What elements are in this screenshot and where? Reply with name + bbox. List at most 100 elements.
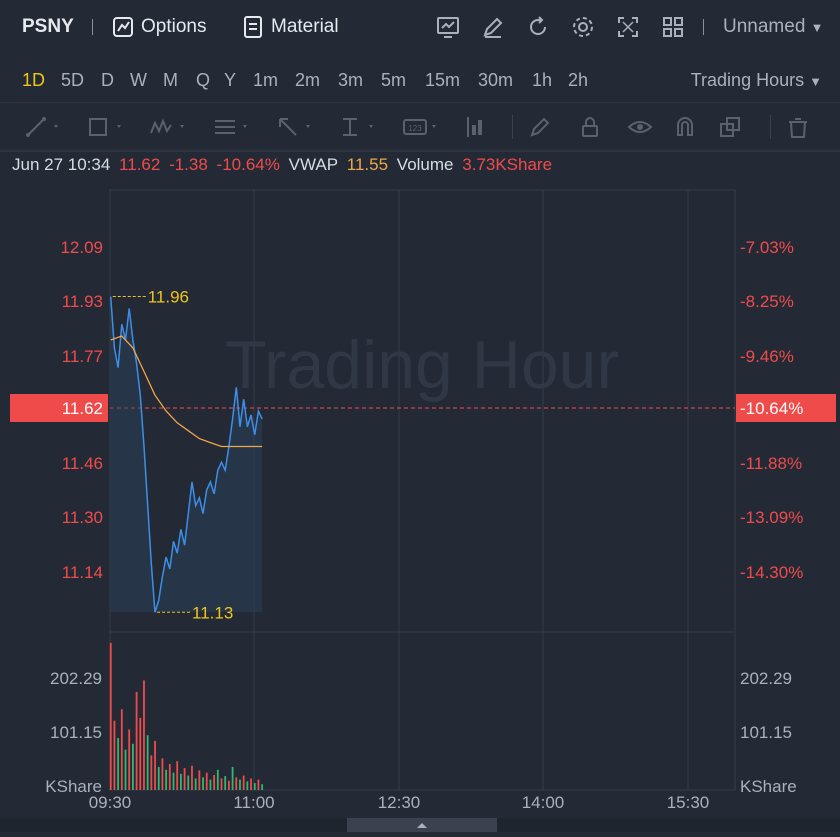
volume-bar (165, 769, 168, 790)
volume-bar (109, 642, 112, 790)
volume-axis-label-right: KShare (740, 777, 797, 796)
high-label: 11.96 (148, 288, 189, 307)
current-pct-tag-label: -10.64% (740, 399, 803, 418)
chart-frame (109, 189, 736, 791)
price-axis-label: 11.46 (62, 454, 103, 473)
volume-bar (120, 709, 123, 790)
layout-grid-icon[interactable] (660, 14, 686, 40)
volume-bar (146, 735, 149, 790)
options-button[interactable]: Options (141, 16, 207, 37)
quote-info: Jun 27 10:34 11.62 -1.38 -10.64% VWAP 11… (12, 155, 556, 175)
interval-y[interactable]: Y (224, 70, 237, 90)
interval-d[interactable]: D (101, 70, 114, 90)
interval-5m[interactable]: 5m (381, 70, 407, 90)
trend-line-icon[interactable] (22, 113, 62, 141)
volume-bar (227, 780, 230, 790)
volume-axis-label-right: 101.15 (740, 723, 792, 742)
volume-bar (187, 775, 190, 790)
divider (770, 115, 771, 139)
trash-icon[interactable] (784, 113, 824, 141)
scroll-handle[interactable] (347, 818, 497, 832)
volume-bar (157, 766, 160, 790)
indicator-chart-icon[interactable] (435, 14, 461, 40)
volume-bar (194, 778, 197, 790)
volume-bar (261, 784, 264, 790)
settings-gear-icon[interactable] (570, 14, 596, 40)
volume-axis-label-right: 202.29 (740, 669, 792, 688)
interval-2h[interactable]: 2h (568, 70, 589, 90)
time-axis-label: 14:00 (522, 793, 565, 812)
volume-bar (220, 778, 223, 790)
eye-icon[interactable] (626, 113, 666, 141)
volume-bar (231, 766, 234, 790)
symbol-label[interactable]: PSNY (22, 16, 74, 37)
volume-bar (113, 720, 116, 790)
volume-axis-label: KShare (45, 777, 102, 796)
layers-icon[interactable] (716, 113, 756, 141)
volume-bar (117, 738, 120, 790)
fib-icon[interactable] (211, 113, 251, 141)
interval-15m[interactable]: 15m (425, 70, 461, 90)
volume-bar (139, 717, 142, 790)
interval-w[interactable]: W (130, 70, 147, 90)
pct-axis-label: -13.09% (740, 508, 803, 527)
interval-1d[interactable]: 1D (22, 70, 46, 90)
volume-bar (128, 729, 131, 790)
magnet-icon[interactable] (671, 113, 711, 141)
measure-icon[interactable] (337, 113, 377, 141)
rectangle-icon[interactable] (85, 113, 125, 141)
volume-bar (257, 779, 260, 790)
volume-bar (143, 680, 145, 790)
options-icon[interactable] (110, 14, 136, 40)
wave-icon[interactable] (148, 113, 188, 141)
fullscreen-icon[interactable] (615, 14, 641, 40)
time-axis-label: 09:30 (89, 793, 132, 812)
volume-bar (161, 758, 164, 790)
volume-bar (250, 778, 252, 790)
indicator-icon[interactable] (463, 113, 503, 141)
volume-bar (253, 783, 256, 790)
price-range-icon[interactable]: 123 (400, 113, 440, 141)
low-label: 11.13 (192, 603, 233, 622)
pct-axis-label: -11.88% (740, 454, 802, 473)
refresh-icon[interactable] (525, 14, 551, 40)
time-axis-label: 12:30 (378, 793, 421, 812)
volume-bar (246, 781, 249, 790)
edit-icon[interactable] (480, 14, 506, 40)
caret-down-icon: ▼ (809, 74, 822, 89)
volume-bar (183, 768, 186, 790)
pencil-icon[interactable] (526, 113, 566, 141)
volume-bar (213, 775, 216, 790)
current-price-tag-label: 11.62 (62, 399, 103, 418)
current-pct-tag (736, 394, 836, 422)
interval-5d[interactable]: 5D (61, 70, 85, 90)
layout-name-dropdown[interactable]: Unnamed ▼ (723, 0, 824, 54)
price-axis-label: 12.09 (60, 238, 103, 257)
divider (92, 19, 93, 35)
material-button[interactable]: Material (271, 16, 339, 37)
arrow-icon[interactable] (274, 113, 314, 141)
interval-2m[interactable]: 2m (295, 70, 321, 90)
top-toolbar: PSNY Options Material Unnamed ▼ (0, 0, 840, 54)
svg-text:123: 123 (408, 124, 422, 133)
volume-bar (198, 770, 201, 790)
volume-value: 3.73KShare (462, 155, 553, 174)
interval-3m[interactable]: 3m (338, 70, 364, 90)
volume-bar (239, 779, 241, 790)
interval-30m[interactable]: 30m (478, 70, 514, 90)
price-axis-label: 11.77 (62, 347, 103, 366)
interval-1m[interactable]: 1m (253, 70, 279, 90)
interval-q[interactable]: Q (196, 70, 211, 90)
volume-bar (135, 691, 138, 790)
volume-axis-label: 101.15 (50, 723, 102, 742)
pct-axis-label: -8.25% (740, 292, 794, 311)
lock-icon[interactable] (576, 113, 616, 141)
trading-hours-dropdown[interactable]: Trading Hours ▼ (691, 54, 822, 106)
quote-price: 11.62 (119, 155, 161, 174)
material-icon[interactable] (240, 14, 266, 40)
volume-bar (124, 749, 127, 790)
interval-m[interactable]: M (163, 70, 178, 90)
interval-1h[interactable]: 1h (532, 70, 553, 90)
time-axis-label: 15:30 (667, 793, 710, 812)
